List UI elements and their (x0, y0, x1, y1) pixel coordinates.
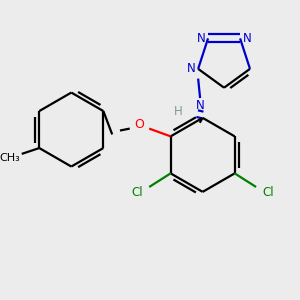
Text: N: N (242, 32, 251, 45)
Text: Cl: Cl (132, 186, 143, 199)
Text: N: N (197, 32, 206, 45)
Text: H: H (174, 105, 183, 118)
Text: O: O (134, 118, 144, 131)
Text: CH₃: CH₃ (0, 153, 20, 163)
Text: N: N (196, 99, 205, 112)
Text: N: N (187, 62, 196, 75)
Text: Cl: Cl (262, 186, 274, 199)
